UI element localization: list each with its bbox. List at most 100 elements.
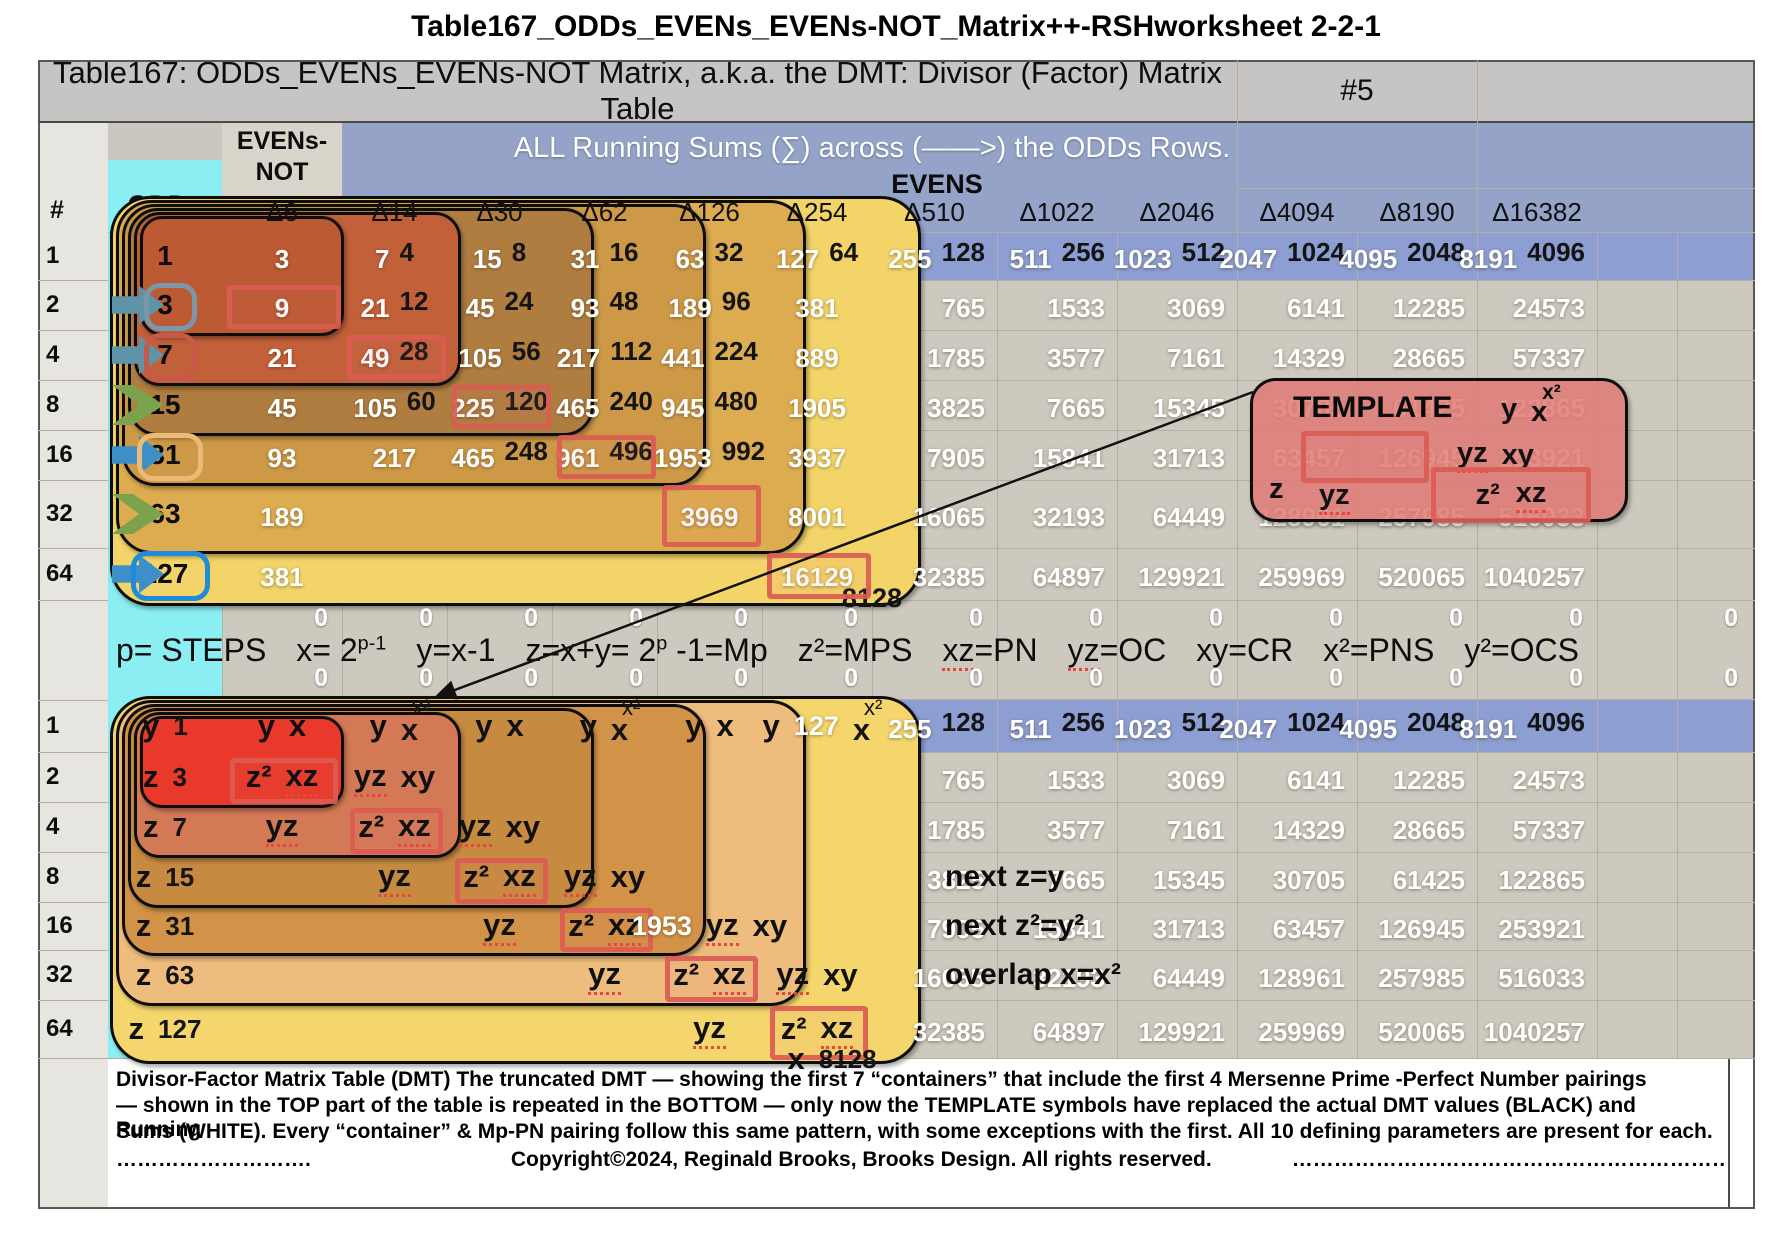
cell-top-32-Δ2046: 64449 [1152, 501, 1225, 532]
cell-top-8-Δ2046: 15345 [1152, 392, 1225, 423]
sum-bottom-1-Δ4094: 2047 1024 [1219, 706, 1345, 744]
cell-top-2-Δ510: 765 [941, 292, 985, 323]
zero-value: 0 [524, 604, 538, 632]
grid-line-h [222, 699, 1755, 700]
template-empty-box [1301, 431, 1429, 483]
odds-value-1: 1 [157, 240, 173, 271]
grid-line-h [38, 600, 108, 601]
row-number-bottom-2: 2 [46, 763, 60, 790]
sum-bottom-32-Δ4094: 128961 [1258, 962, 1345, 993]
cell-top-2-Δ4094: 6141 [1287, 292, 1345, 323]
footer-area [108, 1058, 1755, 1209]
cell-top-4-Δ1022: 3577 [1047, 342, 1105, 373]
delta-label-Δ62: Δ62 [581, 196, 628, 227]
sum-bottom-16-Δ2046: 31713 [1152, 913, 1225, 944]
grid-line-v [1597, 700, 1598, 1058]
cell-top-2-Δ8190: 12285 [1392, 292, 1465, 323]
cell-bottom-8-c1: z 15 [135, 859, 195, 894]
grid-line-h [38, 902, 108, 903]
cell-top-4-Δ510: 1785 [927, 342, 985, 373]
cell-bottom-16-c4: yz [447, 902, 552, 950]
evens-not-col-label: EVENs- NOT [222, 126, 342, 192]
zero-value: 0 [734, 664, 748, 692]
grid-line-v [1237, 700, 1238, 1058]
grid-line-v [1677, 232, 1678, 600]
delta-label-Δ8190: Δ8190 [1379, 196, 1455, 227]
grid-line-v [222, 600, 223, 700]
cell-bottom-4-c4: yz xy [447, 802, 552, 852]
formula-pSTEPS: p= STEPS [116, 631, 267, 668]
zero-value: 0 [314, 604, 328, 632]
cell-bottom-64-c1: z 127 [128, 1011, 202, 1046]
cell-top-1-Δ4094: 2047 1024 [1219, 236, 1345, 274]
sum-bottom-4-Δ2046: 7161 [1167, 814, 1225, 845]
zero-value: 0 [524, 664, 538, 692]
evens-label: EVENS [891, 168, 983, 199]
cell-bottom-32-c6: z² xz [657, 950, 762, 1000]
formula-xPNS: x²=PNS [1323, 631, 1435, 668]
cell-top-2-Δ16382: 24573 [1512, 292, 1585, 323]
zero-value: 0 [1209, 604, 1223, 632]
sum-bottom-2-Δ8190: 12285 [1392, 764, 1465, 795]
cell-bottom-64-c7: z² xz [762, 1000, 872, 1058]
cell-top-1-Δ30: 15 8 [472, 236, 527, 274]
note-0: next z=y [945, 860, 1065, 893]
cell-top-2-Δ6: 9 [274, 292, 290, 323]
footer-right-border [1728, 1058, 1730, 1207]
sum-bottom-16-Δ1022: 15841 [1032, 913, 1105, 944]
grid-line-h [1237, 188, 1755, 189]
sum-bottom-2-Δ2046: 3069 [1167, 764, 1225, 795]
row-number-bottom-32: 32 [46, 961, 73, 988]
zero-value: 0 [969, 604, 983, 632]
sum-bottom-4-Δ8190: 28665 [1392, 814, 1465, 845]
cell-bottom-32-c7: yz xy [762, 950, 872, 1000]
cell-top-1-Δ16382: 8191 4096 [1459, 236, 1585, 274]
sum-bottom-1-Δ2046: 1023 512 [1113, 706, 1225, 744]
highlight-box-top-16 [557, 435, 656, 479]
cell-top-1-Δ2046: 1023 512 [1113, 236, 1225, 274]
cell-top-4-Δ14: 49 28 [360, 335, 429, 373]
grid-line-v [1477, 700, 1478, 1058]
cell-top-4-Δ126: 441 224 [661, 335, 758, 373]
sum-bottom-4-Δ1022: 3577 [1047, 814, 1105, 845]
sum-bottom-64-Δ510: 32385 [912, 1016, 985, 1047]
cell-top-1-Δ510: 255 128 [888, 236, 985, 274]
formula-xyCR: xy=CR [1196, 631, 1294, 668]
evens-not-line2: NOT [255, 158, 309, 186]
grid-line-h [872, 802, 1755, 803]
grid-line-h [872, 280, 1755, 281]
cell-top-16-Δ14: 217 [372, 442, 417, 473]
template-row2: yz xy [1457, 437, 1534, 473]
sum-bottom-32-Δ510: 16065 [912, 962, 985, 993]
cell-bottom-16-c1: z 31 [135, 908, 195, 943]
cell-top-2-Δ1022: 1533 [1047, 292, 1105, 323]
cell-top-64-Δ6: 381 [260, 561, 304, 592]
cell-top-32-Δ1022: 32193 [1032, 501, 1105, 532]
cell-top-4-Δ8190: 28665 [1392, 342, 1465, 373]
zero-value: 0 [1569, 664, 1583, 692]
footer-dots-right: …………………………………………………………………………. [1291, 1148, 1726, 1171]
cell-top-8-Δ62: 465 240 [556, 385, 653, 423]
template-row1: y x² x [1501, 381, 1561, 429]
zero-value: 0 [1569, 604, 1583, 632]
zero-value: 0 [1449, 664, 1463, 692]
grid-line-h [38, 950, 108, 951]
cell-top-1-Δ254: 127 64 [775, 236, 859, 274]
row-number-8: 8 [46, 391, 60, 418]
zero-value: 0 [969, 664, 983, 692]
evens-row-band-top [872, 232, 1755, 280]
formula-x2: x= 2p-1 [296, 631, 387, 668]
grid-line-v [1477, 122, 1478, 232]
grid-line-v [1117, 700, 1118, 1058]
cell-top-32-Δ510: 16065 [912, 501, 985, 532]
cell-top-2-Δ254: 381 [795, 292, 839, 323]
cell-top-8-Δ254: 1905 [788, 392, 846, 423]
row-number-4: 4 [46, 341, 60, 368]
table-title-bar [38, 60, 1755, 122]
delta-label-Δ1022: Δ1022 [1019, 196, 1095, 227]
sum-bottom-4-Δ16382: 57337 [1512, 814, 1585, 845]
grid-line-h [38, 700, 108, 701]
grid-line-v [342, 600, 343, 700]
